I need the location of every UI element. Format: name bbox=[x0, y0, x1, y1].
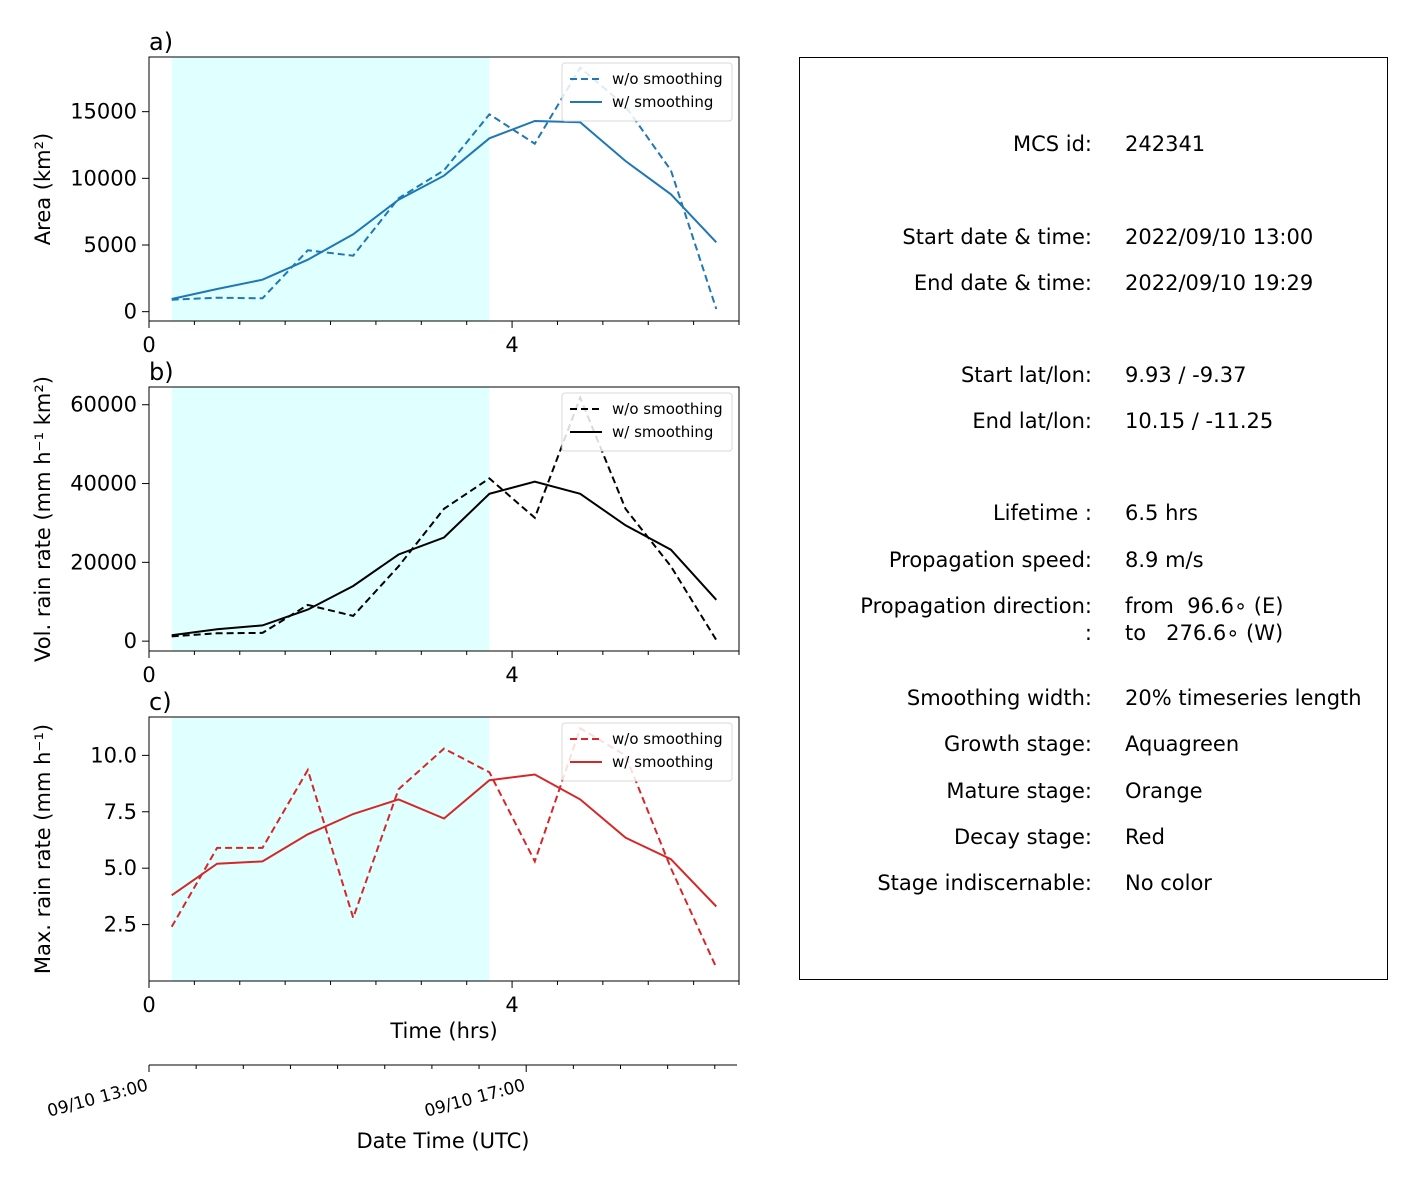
info-label-growth-stage: Growth stage: bbox=[943, 732, 1092, 756]
legend-label: w/ smoothing bbox=[612, 753, 713, 771]
legend-box bbox=[561, 62, 733, 122]
datetime-tick-label: 09/10 17:00 bbox=[422, 1076, 527, 1122]
legend-label: w/o smoothing bbox=[612, 730, 723, 748]
info-value-smoothing-width: 20% timeseries length bbox=[1125, 686, 1362, 710]
info-label-propagation-direction-cont: : bbox=[1084, 621, 1092, 645]
y-tick-label: 60000 bbox=[70, 393, 137, 417]
info-label-stage-indiscernable: Stage indiscernable: bbox=[877, 871, 1092, 895]
info-value-propagation-direction-from: from 96.6∘ (E) bbox=[1125, 594, 1284, 618]
y-axis-label: Vol. rain rate (mm h⁻¹ km²) bbox=[31, 376, 55, 662]
info-label-end-datetime: End date & time: bbox=[913, 271, 1092, 295]
y-tick-label: 2.5 bbox=[104, 913, 137, 937]
legend-label: w/o smoothing bbox=[612, 400, 723, 418]
raw-series-line bbox=[171, 66, 718, 310]
y-tick-label: 0 bbox=[124, 300, 137, 324]
y-tick-label: 0 bbox=[124, 629, 137, 653]
panel-1: 0 4 0 5000 10000 15000 Area (km²) a) w/o smoothi… bbox=[31, 28, 740, 357]
axes-frame bbox=[148, 716, 740, 982]
smoothed-series-line bbox=[171, 119, 718, 300]
y-axis-label: Area (km²) bbox=[31, 133, 55, 245]
x-axis-label: Time (hrs) bbox=[389, 1019, 497, 1043]
x-tick-label: 0 bbox=[142, 993, 155, 1017]
growth-stage-shading bbox=[171, 387, 490, 651]
mcs-info-panel: MCS id: 242341 Start date & time: 2022/0… bbox=[799, 57, 1388, 980]
panel-2: 0 4 0 20000 40000 60000 Vol. rain rate (mm h⁻¹… bbox=[31, 358, 740, 687]
x-tick-label: 4 bbox=[505, 993, 518, 1017]
info-value-stage-indiscernable: No color bbox=[1125, 871, 1212, 895]
info-label-smoothing-width: Smoothing width: bbox=[906, 686, 1092, 710]
y-tick-label: 20000 bbox=[70, 550, 137, 574]
info-value-end-datetime: 2022/09/10 19:29 bbox=[1125, 271, 1314, 295]
datetime-axis: 09/10 13:00 09/10 17:00 Date Time (UTC) bbox=[45, 1064, 737, 1153]
y-tick-label: 40000 bbox=[70, 472, 137, 496]
panel-label: c) bbox=[149, 688, 172, 716]
legend-box bbox=[561, 392, 733, 452]
legend-label: w/ smoothing bbox=[612, 93, 713, 111]
info-label-propagation-speed: Propagation speed: bbox=[888, 548, 1092, 572]
growth-stage-shading bbox=[171, 57, 490, 321]
x-tick-label: 4 bbox=[505, 333, 518, 357]
legend-box bbox=[561, 722, 733, 782]
info-value-lifetime: 6.5 hrs bbox=[1125, 501, 1198, 525]
info-value-propagation-speed: 8.9 m/s bbox=[1125, 548, 1204, 572]
y-tick-label: 10000 bbox=[70, 166, 137, 190]
y-tick-label: 7.5 bbox=[104, 800, 137, 824]
info-value-propagation-direction-to: to 276.6∘ (W) bbox=[1125, 621, 1284, 645]
raw-series-line bbox=[170, 726, 718, 968]
datetime-tick-label: 09/10 13:00 bbox=[45, 1076, 150, 1122]
y-axis-label: Max. rain rate (mm h⁻¹) bbox=[31, 724, 55, 974]
x-tick-label: 0 bbox=[142, 663, 155, 687]
y-tick-label: 5000 bbox=[84, 233, 137, 257]
info-value-growth-stage: Aquagreen bbox=[1125, 732, 1240, 756]
smoothed-series-line bbox=[171, 480, 718, 637]
info-value-mature-stage: Orange bbox=[1125, 779, 1203, 803]
axes-frame bbox=[148, 56, 740, 322]
info-label-lifetime: Lifetime : bbox=[992, 501, 1092, 525]
info-label-propagation-direction: Propagation direction: bbox=[860, 594, 1092, 618]
y-tick-label: 15000 bbox=[70, 100, 137, 124]
smoothed-series-line bbox=[171, 773, 718, 908]
info-value-start-datetime: 2022/09/10 13:00 bbox=[1125, 225, 1314, 249]
raw-series-line bbox=[171, 394, 718, 641]
info-label-mature-stage: Mature stage: bbox=[946, 779, 1092, 803]
info-value-end-latlon: 10.15 / -11.25 bbox=[1125, 409, 1274, 433]
info-label-mcs-id: MCS id: bbox=[1012, 132, 1092, 156]
x-tick-label: 0 bbox=[142, 333, 155, 357]
info-label-start-latlon: Start lat/lon: bbox=[960, 363, 1092, 387]
panel-label: a) bbox=[149, 28, 173, 56]
y-tick-label: 10.0 bbox=[90, 743, 137, 767]
x-tick-label: 4 bbox=[505, 663, 518, 687]
legend-label: w/o smoothing bbox=[612, 70, 723, 88]
info-label-start-datetime: Start date & time: bbox=[902, 225, 1092, 249]
axes-frame bbox=[148, 386, 740, 652]
growth-stage-shading bbox=[171, 717, 490, 981]
legend-label: w/ smoothing bbox=[612, 423, 713, 441]
panel-3: 0 4 2.5 5.0 7.5 10.0 Max. rain rate (mm h⁻¹) c)… bbox=[31, 688, 740, 1017]
info-value-mcs-id: 242341 bbox=[1125, 132, 1206, 156]
info-label-end-latlon: End lat/lon: bbox=[972, 409, 1092, 433]
panel-label: b) bbox=[149, 358, 174, 386]
info-value-decay-stage: Red bbox=[1125, 825, 1165, 849]
datetime-axis-label: Date Time (UTC) bbox=[357, 1129, 530, 1153]
y-tick-label: 5.0 bbox=[104, 856, 137, 880]
info-label-decay-stage: Decay stage: bbox=[954, 825, 1092, 849]
info-value-start-latlon: 9.93 / -9.37 bbox=[1125, 363, 1247, 387]
